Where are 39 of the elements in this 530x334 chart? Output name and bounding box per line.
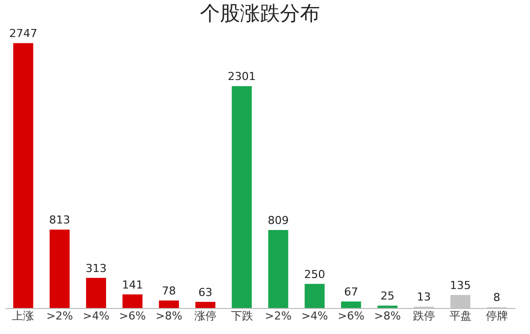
bar [304, 284, 325, 308]
data-label: 2301 [228, 70, 256, 84]
data-label: 63 [198, 286, 212, 299]
data-label: 8 [493, 291, 500, 304]
x-tick-label: 涨停 [194, 310, 216, 322]
data-label: 2747 [9, 27, 38, 40]
x-tick-label: >4% [82, 310, 110, 322]
x-tick-label: >8% [374, 310, 401, 322]
data-label: 135 [450, 278, 471, 292]
data-label: 13 [416, 290, 431, 304]
x-tick-label: 上涨 [12, 310, 34, 322]
x-tick-label: >6% [338, 310, 364, 322]
bar [50, 230, 70, 308]
x-tick-label: >4% [301, 310, 328, 322]
bar [122, 294, 142, 308]
data-label: 313 [86, 262, 107, 275]
bar [86, 278, 106, 308]
data-label: 141 [122, 278, 143, 292]
x-tick-label: 停牌 [486, 310, 508, 322]
data-label: 25 [380, 290, 394, 303]
x-tick-label: 下跌 [230, 310, 253, 322]
data-label: 809 [268, 214, 289, 227]
chart-title: 个股涨跌分布 [200, 1, 320, 26]
x-tick-label: >2% [264, 310, 292, 322]
x-tick-label: >6% [119, 310, 146, 322]
bar [158, 300, 179, 308]
bar [341, 302, 362, 308]
bar [13, 43, 34, 308]
x-tick-label: 平盘 [449, 310, 472, 322]
data-label: 78 [162, 284, 176, 298]
bar [268, 230, 288, 308]
bar [232, 86, 252, 308]
x-tick-label: >2% [46, 310, 73, 322]
data-label: 67 [344, 286, 358, 299]
data-label: 813 [49, 214, 70, 227]
x-tick-label: >8% [156, 310, 182, 322]
x-tick-label: 跌停 [412, 310, 435, 322]
data-label: 250 [304, 268, 326, 281]
bar [195, 302, 216, 308]
